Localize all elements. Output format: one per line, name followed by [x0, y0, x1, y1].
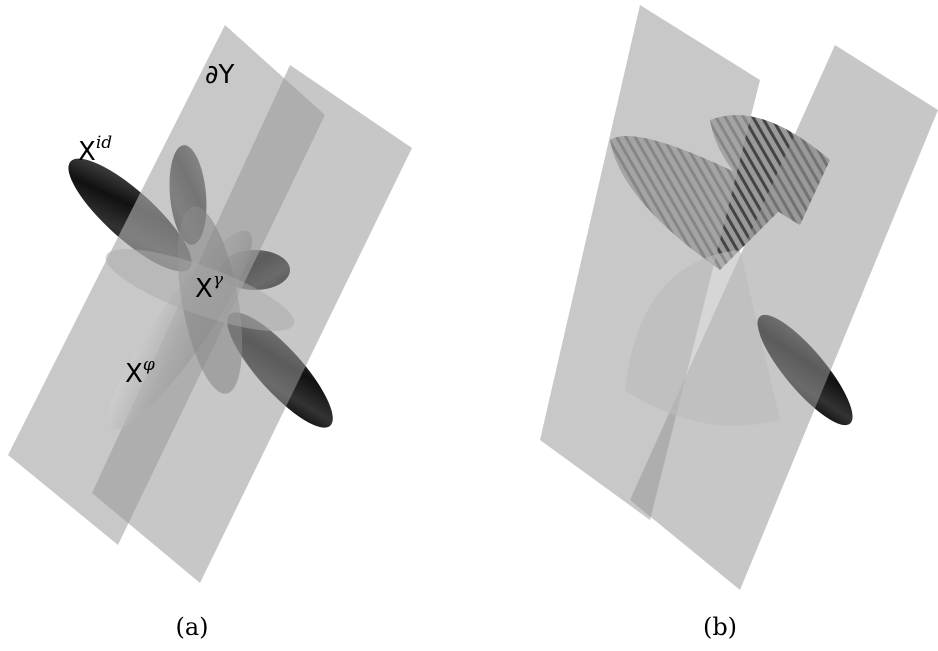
caption: (a)	[175, 613, 208, 641]
label: Xid	[78, 133, 112, 167]
caption: (b)	[703, 613, 737, 641]
page: {"panel_a": {"plane_label": "∂Y", "label…	[0, 0, 938, 651]
plane-label: ∂Y	[205, 60, 234, 90]
panel-a: ∂Y Xid Xγ Xφ (a)	[8, 25, 412, 641]
figure: ∂Y Xid Xγ Xφ (a) (b)	[0, 0, 938, 651]
panel-b: (b)	[540, 5, 938, 641]
